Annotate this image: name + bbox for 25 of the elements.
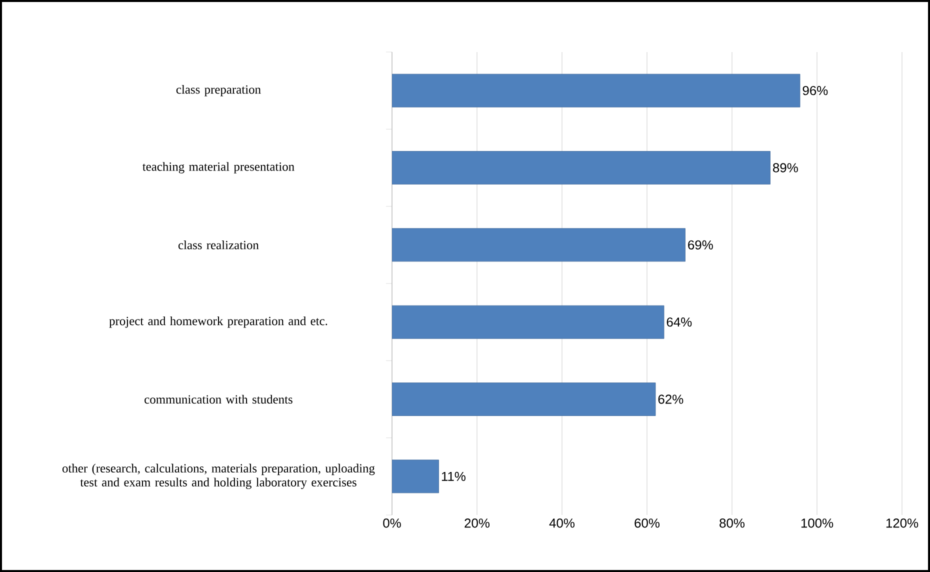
x-tick-label: 100% <box>801 518 834 528</box>
bar <box>392 74 800 108</box>
data-label: 96% <box>802 86 828 96</box>
x-tick-label: 20% <box>464 518 490 528</box>
y-tick-label: communication with students <box>144 394 292 404</box>
bar <box>392 305 664 339</box>
x-tick-label: 80% <box>720 518 745 528</box>
y-tick-label: class realization <box>178 240 259 250</box>
y-tick-label: class preparation <box>176 84 261 96</box>
data-label: 69% <box>688 240 713 250</box>
bar <box>392 460 439 494</box>
y-tick-label: teaching material presentation <box>142 162 294 174</box>
x-tick-label: 40% <box>549 518 575 528</box>
y-tick-label: other (research, calculations, materials preparation, uploading test and exam results and holding laboratory exercises <box>62 464 375 490</box>
data-label: 11% <box>442 472 466 481</box>
bar <box>392 228 686 262</box>
x-tick-label: 120% <box>886 518 918 528</box>
data-label: 64% <box>666 318 692 327</box>
data-label: 89% <box>773 163 798 172</box>
y-tick-label: project and homework preparation and etc. <box>109 316 328 328</box>
bar <box>392 151 770 184</box>
x-tick-label: 0% <box>383 518 401 528</box>
bar <box>392 382 656 416</box>
x-tick-label: 60% <box>634 518 660 528</box>
data-label: 62% <box>658 394 684 404</box>
